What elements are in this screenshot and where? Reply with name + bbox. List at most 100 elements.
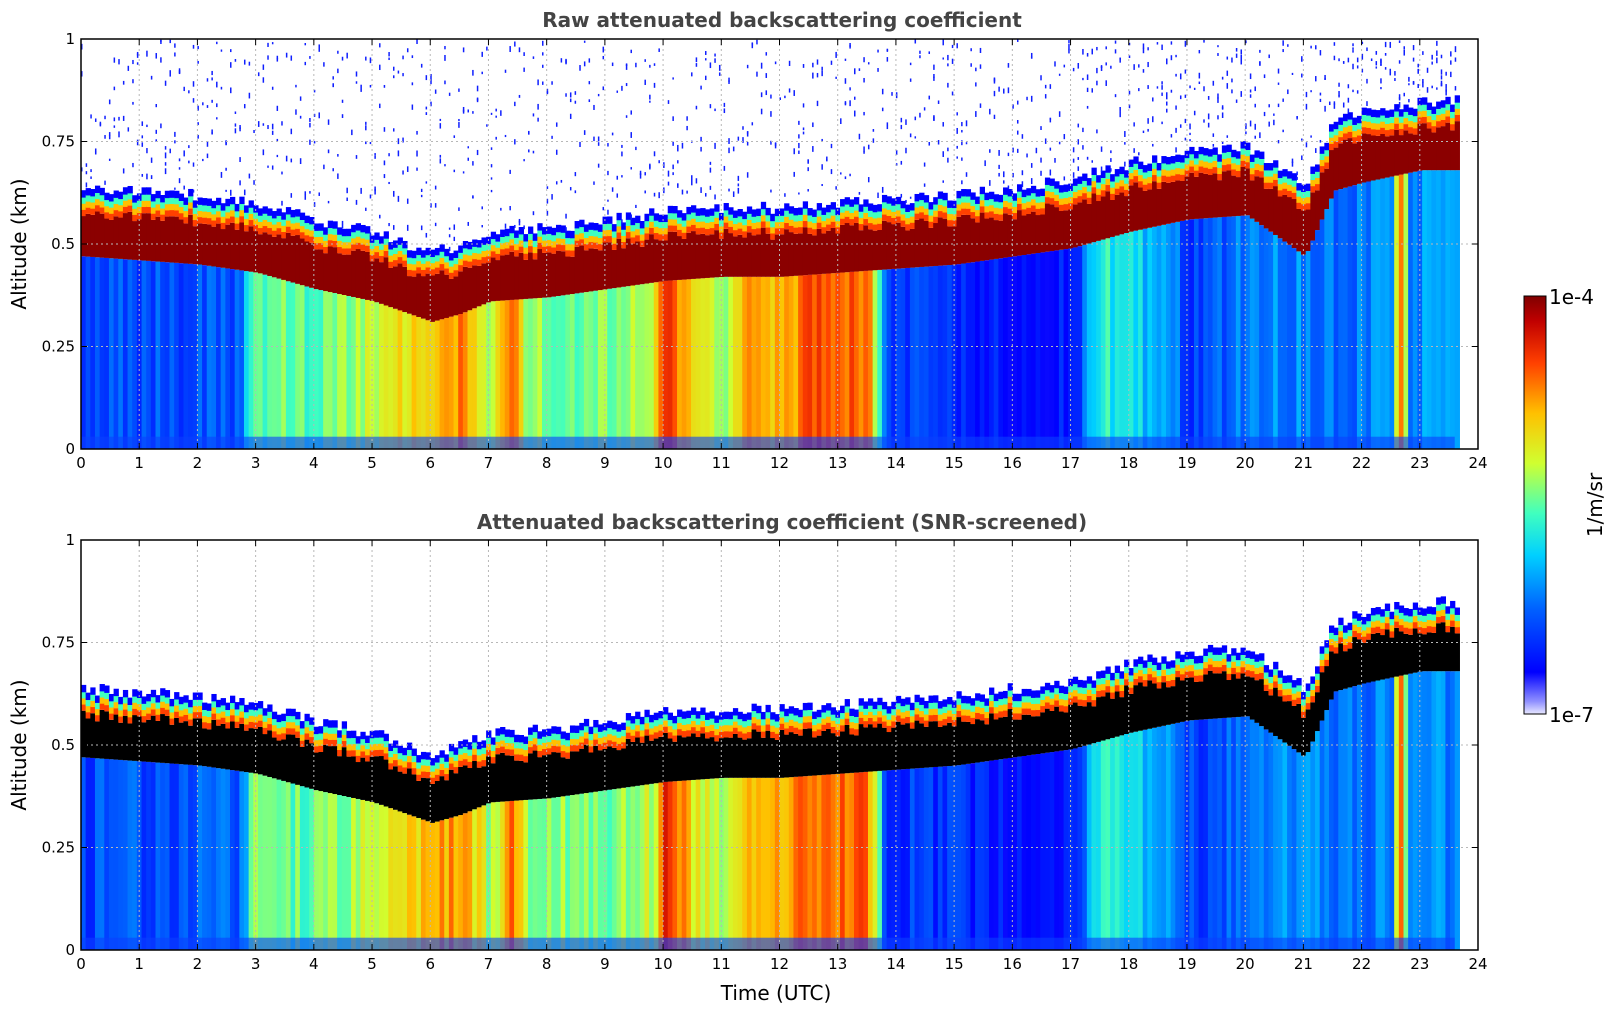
cloud-top-band-cell — [1417, 103, 1423, 112]
noise-speck — [146, 173, 148, 180]
cloud-top-band-cell — [1161, 656, 1167, 664]
noise-speck — [751, 122, 754, 126]
cloud-top-band-cell — [1049, 685, 1055, 693]
lower-layer-cell — [728, 276, 734, 449]
cloud-core-cell — [183, 223, 189, 264]
cloud-core-cell — [197, 223, 203, 265]
lower-layer-cell — [243, 772, 250, 950]
cloud-top-band-cell — [1054, 193, 1060, 201]
noise-speck — [1203, 86, 1205, 92]
cloud-top-band-cell — [178, 199, 185, 208]
cloud-top-band-cell — [495, 734, 501, 742]
cloud-core-cell — [99, 213, 105, 258]
noise-speck — [611, 62, 614, 67]
cloud-top-band-cell — [1245, 148, 1251, 157]
cloud-top-band-cell — [1124, 176, 1130, 184]
cloud-top-band-cell — [360, 243, 366, 251]
noise-speck — [1254, 135, 1256, 139]
cloud-top-band-cell — [807, 714, 813, 723]
cloud-core-cell — [183, 721, 189, 765]
cloud-core-cell — [765, 730, 771, 778]
cloud-core-cell — [1333, 147, 1339, 191]
cloud-top-band-cell — [1412, 108, 1419, 117]
lower-layer-cell — [1016, 255, 1023, 449]
cloud-core-cell — [877, 229, 883, 270]
lower-layer-cell — [388, 808, 394, 950]
cloud-top-band-cell — [1389, 127, 1395, 136]
cloud-top-band-cell — [444, 766, 450, 775]
noise-speck — [1147, 85, 1149, 89]
cloud-top-band-cell — [649, 226, 655, 235]
cloud-top-band-cell — [737, 730, 743, 738]
lower-layer-cell — [863, 270, 869, 449]
cloud-top-band-cell — [1198, 153, 1204, 161]
cloud-top-band-cell — [1189, 146, 1195, 155]
noise-speck — [737, 175, 740, 181]
cloud-top-band-cell — [434, 266, 441, 274]
cloud-top-band-cell — [1026, 707, 1032, 715]
noise-speck — [1310, 135, 1312, 138]
cloud-top-band-cell — [94, 713, 101, 722]
cloud-top-band-cell — [285, 708, 292, 717]
cloud-top-band-cell — [1063, 184, 1069, 192]
cloud-top-band-cell — [323, 239, 329, 248]
cloud-top-band-cell — [90, 693, 96, 701]
lower-layer-cell — [532, 298, 538, 449]
cloud-top-band-cell — [537, 229, 543, 237]
cloud-top-band-cell — [458, 741, 464, 749]
cloud-top-band-cell — [1305, 195, 1311, 204]
noise-speck — [495, 115, 497, 118]
cloud-top-band-cell — [1412, 621, 1419, 629]
cloud-top-band-cell — [760, 220, 767, 228]
lower-layer-cell — [285, 281, 292, 449]
lower-layer-cell — [1161, 725, 1167, 950]
cloud-top-band-cell — [104, 192, 110, 201]
cloud-top-band-cell — [1231, 660, 1237, 668]
cloud-top-band-cell — [1436, 603, 1442, 611]
noise-speck — [649, 163, 651, 168]
lower-layer-cell — [1328, 699, 1335, 950]
cloud-top-band-cell — [127, 697, 133, 706]
lower-layer-cell — [416, 316, 422, 449]
cloud-top-band-cell — [560, 225, 566, 233]
cloud-top-band-cell — [1124, 671, 1130, 680]
lower-layer-cell — [933, 265, 939, 449]
cloud-top-band-cell — [691, 217, 697, 225]
lower-layer-cell — [1128, 732, 1135, 950]
noise-speck — [1398, 97, 1401, 101]
cloud-top-band-cell — [737, 724, 743, 732]
cloud-top-band-cell — [1324, 652, 1330, 660]
lower-layer-cell — [1016, 756, 1023, 950]
cloud-top-band-cell — [1431, 607, 1437, 615]
lower-layer-cell — [1193, 218, 1200, 449]
cloud-top-band-cell — [1301, 704, 1307, 712]
noise-speck — [672, 172, 674, 176]
cloud-top-band-cell — [858, 704, 864, 712]
cloud-top-band-cell — [472, 747, 478, 755]
noise-speck — [821, 66, 823, 71]
noise-speck — [1296, 171, 1298, 176]
cloud-core-cell — [961, 214, 967, 264]
lower-layer-cell — [216, 768, 222, 950]
cloud-top-band-cell — [975, 705, 981, 713]
noise-speck — [574, 100, 577, 104]
noise-speck — [714, 142, 716, 149]
cloud-top-band-cell — [714, 204, 720, 212]
cloud-top-band-cell — [1454, 113, 1460, 122]
cloud-top-band-cell — [313, 223, 320, 231]
noise-speck — [262, 149, 265, 156]
cloud-top-band-cell — [1166, 673, 1172, 682]
cloud-core-cell — [1403, 130, 1409, 174]
cloud-top-band-cell — [691, 211, 697, 219]
cloud-top-band-cell — [872, 701, 878, 710]
cloud-core-cell — [230, 222, 236, 270]
cloud-core-cell — [1124, 196, 1130, 234]
cloud-top-band-cell — [481, 740, 487, 748]
cloud-core-cell — [1072, 702, 1079, 749]
noise-speck — [667, 181, 670, 186]
cloud-top-band-cell — [85, 200, 91, 208]
noise-speck — [914, 116, 917, 121]
cloud-top-band-cell — [346, 749, 352, 757]
noise-speck — [1352, 47, 1354, 50]
lower-layer-cell — [476, 807, 483, 950]
